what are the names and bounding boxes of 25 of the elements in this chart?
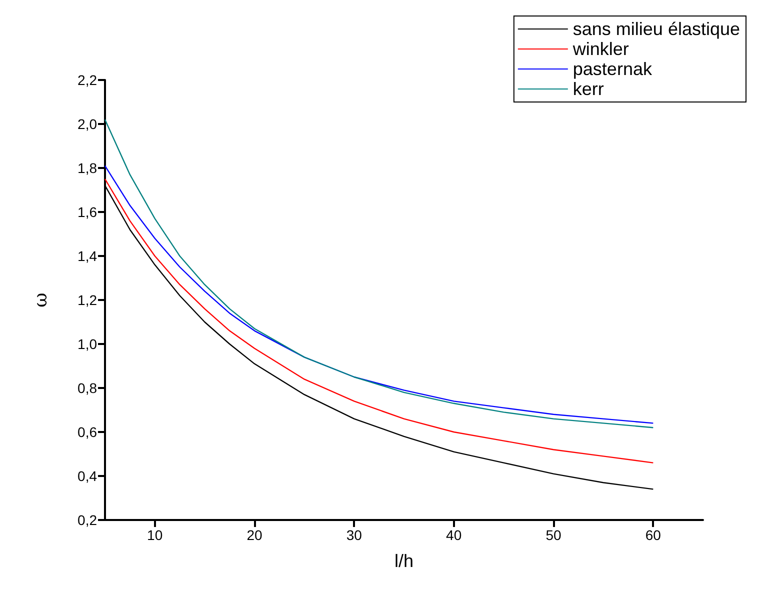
y-tick-label: 1,2 — [78, 292, 98, 308]
line-series — [104, 119, 654, 428]
y-tick-label: 0,4 — [78, 468, 98, 484]
y-tick-label: 1,4 — [78, 248, 98, 264]
y-tick-label: 0,8 — [78, 380, 98, 396]
line-series — [104, 165, 654, 424]
y-tick-label: 1,0 — [78, 336, 98, 352]
y-tick-label: 0,6 — [78, 424, 98, 440]
y-tick-label: 2,0 — [78, 116, 98, 132]
legend-label: sans milieu élastique — [572, 19, 740, 39]
x-tick-label: 60 — [645, 527, 662, 543]
y-tick-label: 2,2 — [78, 72, 98, 88]
y-tick-label: 1,8 — [78, 160, 98, 176]
x-tick-label: 50 — [546, 527, 562, 543]
x-tick-label: 20 — [246, 527, 262, 543]
x-tick-label: 30 — [346, 527, 362, 543]
x-tick-label: 40 — [446, 527, 462, 543]
y-axis-title: ω — [30, 292, 52, 308]
y-tick-label: 0,2 — [78, 512, 98, 528]
y-tick-label: 1,6 — [78, 204, 98, 220]
x-tick-label: 10 — [147, 527, 163, 543]
legend-label: kerr — [572, 79, 604, 99]
legend-label: pasternak — [572, 59, 653, 79]
legend-label: winkler — [572, 39, 629, 59]
x-axis-title: l/h — [394, 551, 414, 571]
